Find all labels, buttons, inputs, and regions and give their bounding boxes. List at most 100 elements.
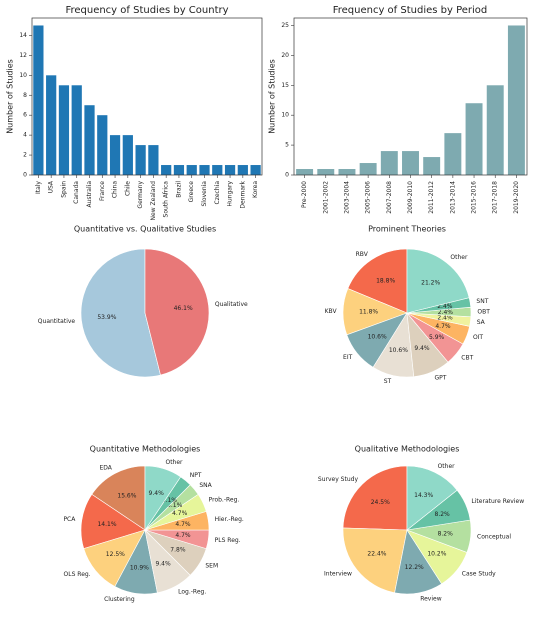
pie-value-label: 2.4% bbox=[437, 315, 453, 322]
pie-value-label: 2.4% bbox=[438, 309, 454, 316]
bar bbox=[173, 165, 185, 175]
pie-category-label: ST bbox=[384, 378, 392, 385]
chart-title: Prominent Theories bbox=[368, 225, 446, 234]
pie-category-label: OIT bbox=[473, 334, 483, 341]
pie-category-label: Other bbox=[165, 459, 183, 466]
bar bbox=[46, 75, 57, 175]
x-tick-label: Brazil bbox=[175, 181, 182, 198]
pie-value-label: 15.6% bbox=[117, 493, 136, 500]
pie-value-label: 8.2% bbox=[438, 530, 454, 537]
pie-value-label: 10.6% bbox=[389, 347, 408, 354]
pie-value-label: 4.7% bbox=[175, 532, 191, 539]
x-tick-label: 2009-2010 bbox=[407, 181, 414, 214]
pie-value-label: 12.5% bbox=[106, 551, 125, 558]
x-tick-label: 2015-2016 bbox=[471, 181, 478, 214]
x-tick-label: Czechia bbox=[214, 181, 221, 205]
bar bbox=[250, 165, 261, 175]
pie-value-label: 53.9% bbox=[97, 314, 116, 321]
pie-value-label: 8.2% bbox=[435, 511, 451, 518]
x-tick-label: 2007-2008 bbox=[386, 181, 393, 214]
y-tick-label: 0 bbox=[285, 172, 289, 179]
x-tick-label: USA bbox=[48, 180, 55, 193]
pie-category-label: Other bbox=[438, 463, 456, 470]
bar bbox=[380, 151, 398, 175]
bar bbox=[148, 145, 159, 175]
pie-category-label: Hier.-Reg. bbox=[215, 516, 244, 523]
y-tick-label: 15 bbox=[281, 82, 289, 89]
x-tick-label: New Zealand bbox=[150, 181, 157, 221]
bar bbox=[423, 157, 441, 175]
pie-value-label: 9.4% bbox=[149, 490, 165, 497]
x-tick-label: Chile bbox=[124, 181, 131, 196]
y-axis-label: Number of Studies bbox=[268, 59, 277, 134]
pie-category-label: NPT bbox=[190, 472, 202, 479]
pie-value-label: 5.9% bbox=[429, 334, 445, 341]
plot-frame bbox=[31, 17, 263, 176]
y-tick-label: 4 bbox=[23, 132, 27, 139]
bar bbox=[97, 115, 108, 175]
pie-value-label: 3.1% bbox=[167, 502, 183, 509]
x-tick-label: Germany bbox=[137, 181, 144, 209]
bar bbox=[465, 103, 483, 175]
x-tick-label: China bbox=[112, 181, 119, 198]
pie-category-label: SNT bbox=[476, 298, 488, 305]
x-tick-label: 2019-2020 bbox=[513, 181, 520, 214]
chart-title: Qualitative Methodologies bbox=[355, 445, 460, 454]
pie-category-label: CBT bbox=[461, 354, 473, 361]
pie-value-label: 4.7% bbox=[435, 323, 451, 330]
y-axis-label: Number of Studies bbox=[6, 59, 15, 134]
bar bbox=[317, 169, 335, 175]
pie-slice bbox=[342, 465, 408, 531]
pie-value-label: 9.4% bbox=[155, 560, 171, 567]
pie-category-label: Other bbox=[450, 254, 468, 261]
x-tick-label: 2003-2004 bbox=[343, 181, 350, 214]
x-tick-label: Korea bbox=[252, 181, 259, 198]
bar bbox=[507, 25, 525, 175]
x-tick-label: Canada bbox=[73, 181, 80, 204]
bar bbox=[122, 135, 133, 175]
x-tick-label: Greece bbox=[188, 181, 195, 203]
y-tick-label: 10 bbox=[19, 72, 27, 79]
pie-value-label: 4.7% bbox=[175, 521, 191, 528]
pie-category-label: OBT bbox=[477, 308, 490, 315]
x-tick-label: Slovenia bbox=[201, 181, 208, 207]
bar bbox=[338, 169, 356, 175]
pie-value-label: 14.1% bbox=[97, 521, 116, 528]
x-tick-label: 2005-2006 bbox=[365, 181, 372, 214]
chart-title: Frequency of Studies by Period bbox=[333, 5, 488, 16]
pie-slice bbox=[347, 248, 408, 314]
y-tick-label: 8 bbox=[23, 92, 27, 99]
pie-value-label: 12.2% bbox=[405, 564, 424, 571]
pie-slice bbox=[144, 465, 182, 531]
pie-category-label: EIT bbox=[343, 354, 353, 361]
x-tick-label: Spain bbox=[60, 181, 67, 198]
pie-slice bbox=[144, 248, 210, 376]
x-tick-label: 2001-2002 bbox=[322, 181, 329, 214]
bar bbox=[135, 145, 146, 175]
bar bbox=[212, 165, 223, 175]
bar bbox=[296, 169, 314, 175]
pie-category-label: PCA bbox=[63, 516, 76, 523]
y-tick-label: 5 bbox=[285, 142, 289, 149]
pie-category-label: SNA bbox=[199, 482, 212, 489]
pie-category-label: Qualitative bbox=[215, 301, 248, 308]
pie-value-label: 10.6% bbox=[368, 334, 387, 341]
pie-category-label: EDA bbox=[99, 464, 112, 471]
bar bbox=[444, 133, 462, 175]
bar bbox=[161, 165, 172, 175]
pie-category-label: Quantitative bbox=[38, 318, 76, 325]
pie-slice bbox=[80, 493, 146, 550]
x-tick-label: Pre-2000 bbox=[301, 181, 308, 208]
bar bbox=[199, 165, 210, 175]
y-tick-label: 10 bbox=[281, 112, 289, 119]
pie-slice bbox=[342, 527, 408, 594]
bar bbox=[71, 85, 82, 175]
pie-category-label: Conceptual bbox=[477, 534, 511, 541]
bar bbox=[84, 105, 95, 175]
pie-category-label: Review bbox=[420, 596, 442, 603]
y-tick-label: 12 bbox=[19, 52, 27, 59]
y-tick-label: 0 bbox=[23, 172, 27, 179]
y-tick-label: 2 bbox=[23, 152, 27, 159]
pie-value-label: 2.4% bbox=[437, 303, 453, 310]
x-tick-label: Denmark bbox=[239, 180, 246, 208]
